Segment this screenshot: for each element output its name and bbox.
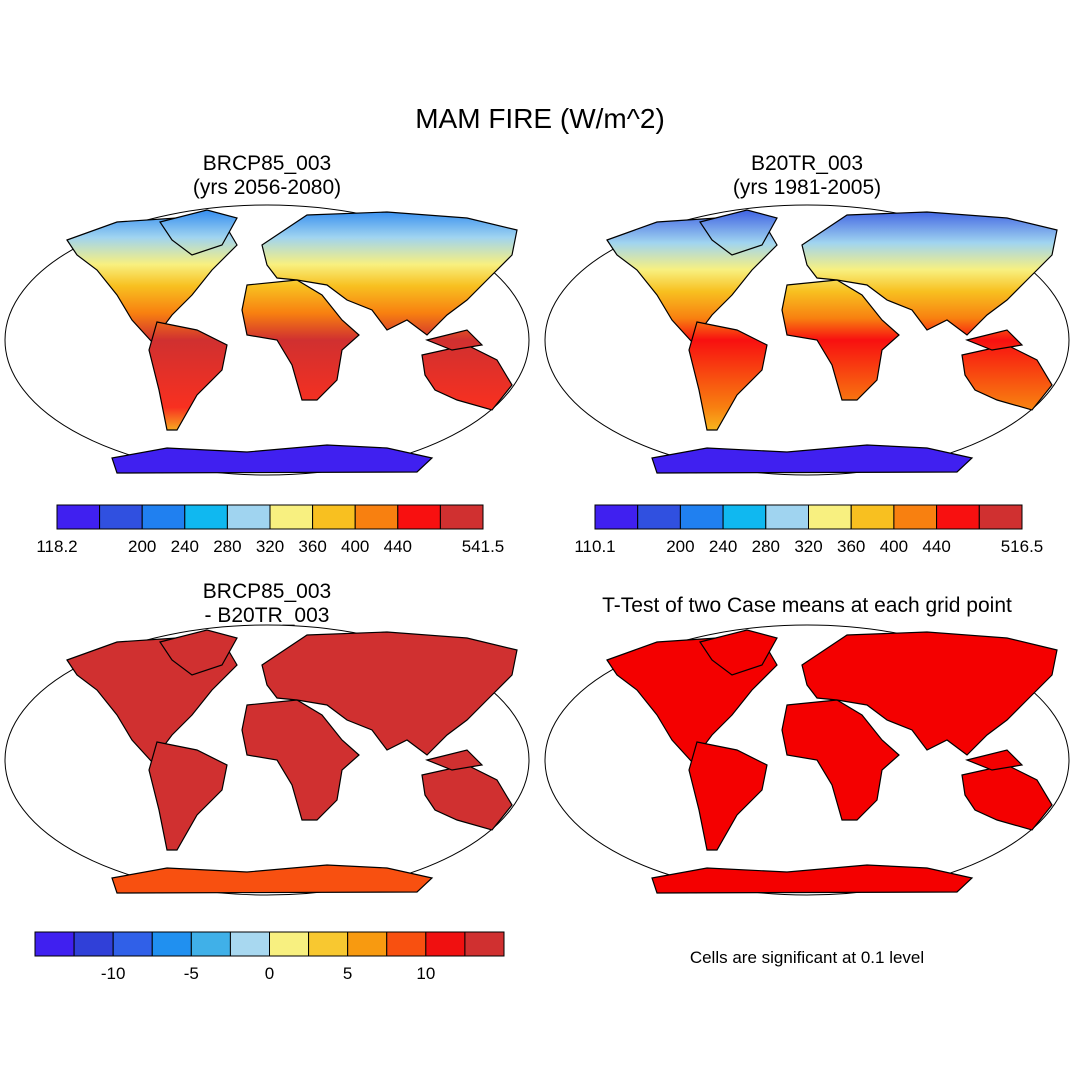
panel-title: - B20TR_003	[205, 604, 330, 627]
colorbar-box	[679, 504, 724, 530]
colorbar-label: 541.5	[462, 537, 505, 556]
colorbar-label: 240	[171, 537, 199, 556]
colorbar-box	[722, 504, 767, 530]
colorbar-label: 440	[922, 537, 950, 556]
colorbar-label: 280	[752, 537, 780, 556]
colorbar-label: 10	[416, 964, 435, 983]
colorbar-box	[312, 504, 356, 530]
colorbar-box	[34, 931, 75, 957]
colorbar-box	[425, 931, 466, 957]
colorbar-box	[765, 504, 809, 530]
colorbar-box	[112, 931, 153, 957]
colorbar-box	[893, 504, 938, 530]
colorbar-label: 400	[341, 537, 369, 556]
colorbar-box	[386, 931, 427, 957]
colorbar-box	[397, 504, 441, 530]
colorbar-label: 360	[837, 537, 865, 556]
colorbar-box	[141, 504, 186, 530]
colorbar-label: 0	[265, 964, 274, 983]
colorbar-label: 110.1	[574, 537, 615, 556]
panel-title: (yrs 1981-2005)	[733, 176, 881, 199]
map	[544, 204, 1070, 476]
colorbar-box	[808, 504, 852, 530]
colorbar-label: -5	[184, 964, 199, 983]
figure-title: MAM FIRE (W/m^2)	[415, 103, 665, 134]
colorbar-label: 200	[666, 537, 694, 556]
colorbar-label: -10	[101, 964, 126, 983]
colorbar-box	[439, 504, 484, 530]
map	[4, 624, 530, 896]
panel-title: BRCP85_003	[203, 580, 331, 603]
panel-title: B20TR_003	[751, 152, 863, 175]
colorbar-box	[464, 931, 505, 957]
colorbar-box	[226, 504, 271, 530]
colorbar-label: 320	[256, 537, 284, 556]
colorbar-label: 440	[384, 537, 412, 556]
colorbar-label: 360	[298, 537, 326, 556]
colorbar-label: 118.2	[36, 537, 77, 556]
panel-title: T-Test of two Case means at each grid po…	[602, 594, 1012, 617]
colorbar-box	[73, 931, 114, 957]
colorbar-label: 240	[709, 537, 737, 556]
colorbar-box	[269, 931, 310, 957]
colorbar-box	[850, 504, 895, 530]
colorbar-box	[184, 504, 228, 530]
colorbar-box	[269, 504, 314, 530]
colorbar-label: 516.5	[1001, 537, 1044, 556]
colorbar-box	[56, 504, 101, 530]
note: Cells are significant at 0.1 level	[690, 948, 924, 967]
colorbar-label: 320	[794, 537, 822, 556]
panel-title: (yrs 2056-2080)	[193, 176, 341, 199]
colorbar-box	[594, 504, 639, 530]
colorbar-box	[347, 931, 388, 957]
colorbar-box	[978, 504, 1023, 530]
panel-title: BRCP85_003	[203, 152, 331, 175]
map	[4, 204, 530, 476]
colorbar-box	[151, 931, 192, 957]
map	[544, 624, 1070, 896]
colorbar-label: 280	[213, 537, 241, 556]
colorbar-label: 5	[343, 964, 352, 983]
colorbar-box	[190, 931, 231, 957]
colorbar-box	[354, 504, 399, 530]
colorbar-box	[308, 931, 349, 957]
colorbar-label: 400	[880, 537, 908, 556]
colorbar-box	[99, 504, 143, 530]
colorbar-box	[936, 504, 980, 530]
colorbar-box	[637, 504, 681, 530]
colorbar-box	[229, 931, 271, 957]
colorbar-label: 200	[128, 537, 156, 556]
